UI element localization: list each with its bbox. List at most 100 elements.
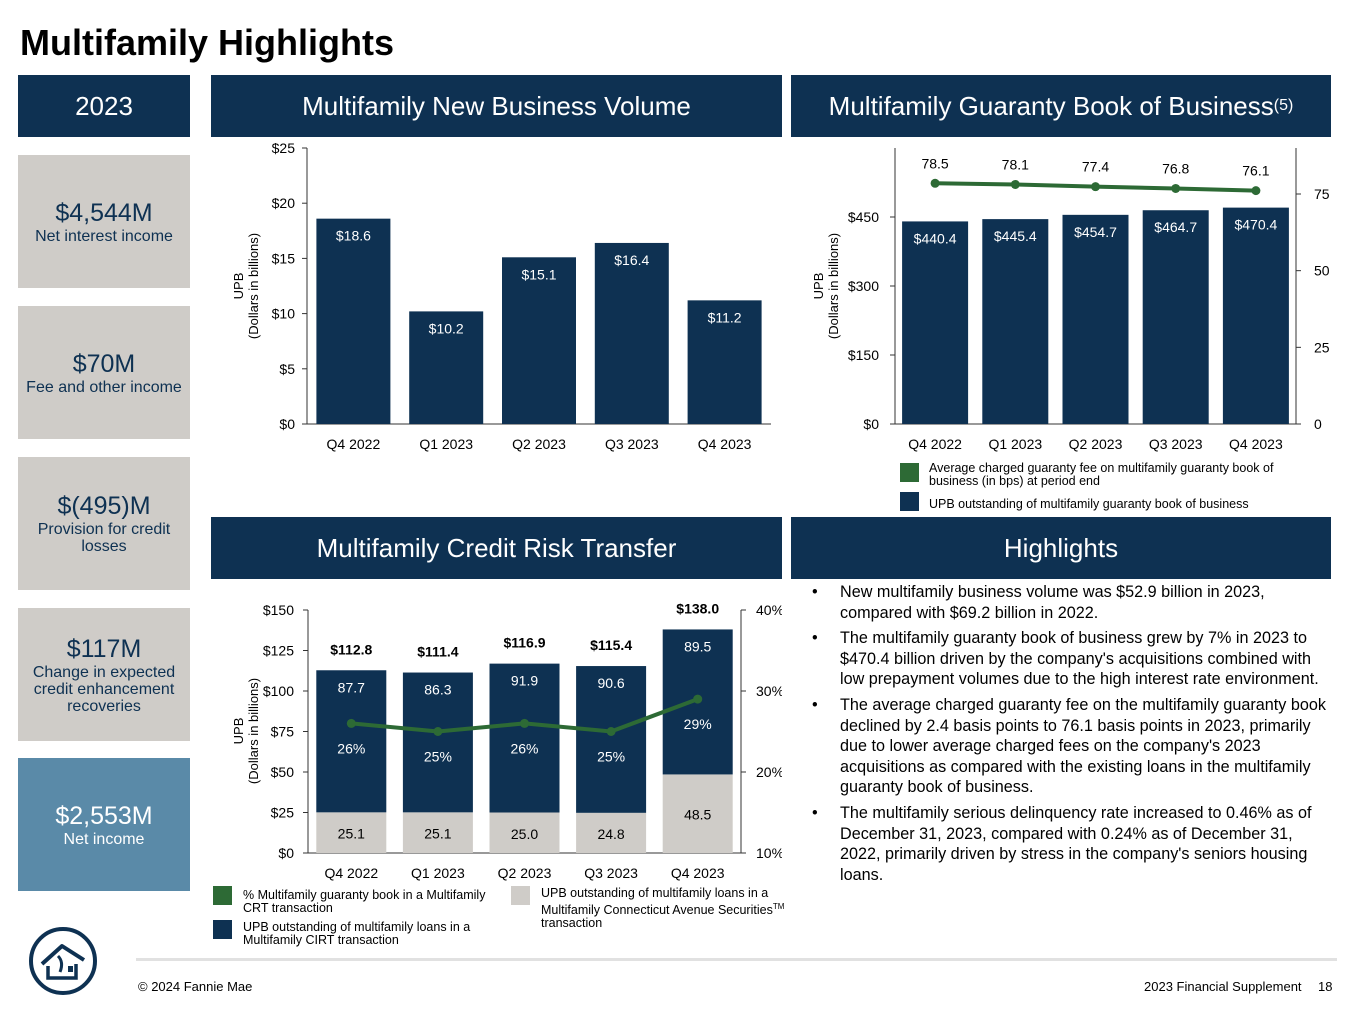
line-point <box>1010 179 1020 189</box>
x-tick-label: Q3 2023 <box>1149 436 1203 452</box>
y2-tick-label: 25 <box>1314 339 1330 355</box>
footer-divider <box>136 958 1337 961</box>
line-point <box>1251 186 1261 196</box>
year-header: 2023 <box>18 75 190 137</box>
line-data-label: 26% <box>510 740 538 756</box>
x-tick-label: Q4 2022 <box>324 865 378 881</box>
legend-cas-text: UPB outstanding of multifamily loans in … <box>541 886 773 918</box>
y-tick-label: $5 <box>279 361 295 377</box>
bar-cas <box>576 812 647 853</box>
guaranty-book-header-text: Multifamily Guaranty Book of Business <box>828 90 1274 121</box>
y-tick-label: $0 <box>278 845 294 861</box>
x-tick-label: Q4 2022 <box>908 436 962 452</box>
stat-provision-for-credit-losses: $(495)M Provision for credit losses <box>18 457 190 590</box>
stat-value: $(495)M <box>57 492 151 520</box>
y-axis-title-line: UPB <box>231 273 246 300</box>
bar-data-label: 89.5 <box>684 638 711 654</box>
y-axis-title: UPB (Dollars in billions) <box>231 233 261 339</box>
y-axis-title-line: UPB <box>231 718 246 745</box>
bar-total-label: $138.0 <box>676 600 719 616</box>
bar-data-label: 86.3 <box>424 682 451 698</box>
y2-tick-label: 30% <box>756 683 782 699</box>
y-axis-title-line: (Dollars in billions) <box>246 678 261 784</box>
highlights-header: Highlights <box>791 517 1331 579</box>
y-axis-title-line: UPB <box>811 273 826 300</box>
stat-label: Net interest income <box>35 227 173 245</box>
bar-data-label: 25.1 <box>338 826 365 842</box>
bar <box>902 221 969 424</box>
line-data-label: 76.1 <box>1242 163 1269 179</box>
y-tick-label: $20 <box>272 195 296 211</box>
highlight-item: The multifamily guaranty book of busines… <box>812 628 1332 690</box>
bar-data-label: 25.0 <box>511 826 538 842</box>
y-tick-label: $125 <box>263 643 294 659</box>
y-tick-label: $100 <box>263 683 294 699</box>
legend-swatch-cirt <box>213 920 232 939</box>
bar-total-label: $111.4 <box>417 644 458 660</box>
y-tick-label: $25 <box>272 140 296 156</box>
bar-data-label: $445.4 <box>994 228 1037 244</box>
line-point <box>1171 183 1181 193</box>
line-point <box>693 694 703 704</box>
line-point <box>606 727 616 736</box>
stat-credit-enhancement-recoveries: $117M Change in expected credit enhancem… <box>18 608 190 741</box>
x-tick-label: Q4 2022 <box>327 436 381 452</box>
stat-label: Change in expected credit enhancement re… <box>32 663 176 715</box>
x-tick-label: Q4 2023 <box>698 436 752 452</box>
bar <box>1142 210 1209 424</box>
bar-data-label: $454.7 <box>1074 224 1117 240</box>
legend-cas: UPB outstanding of multifamily loans in … <box>541 886 806 930</box>
trademark-mark: TM <box>772 902 785 911</box>
bar <box>1222 207 1289 424</box>
highlight-item: New multifamily business volume was $52.… <box>812 582 1332 623</box>
y-tick-label: $0 <box>279 416 295 432</box>
highlight-item: The multifamily serious delinquency rate… <box>812 803 1332 885</box>
y-axis-title-line: (Dollars in billions) <box>246 233 261 339</box>
bar-total-label: $116.9 <box>503 635 545 651</box>
bar-data-label: $470.4 <box>1234 217 1277 233</box>
bar <box>982 219 1049 424</box>
line-data-label: 25% <box>424 749 452 765</box>
bar-data-label: $464.7 <box>1154 219 1197 235</box>
bar-cas <box>489 812 560 853</box>
line-point <box>433 727 443 736</box>
bar <box>316 218 391 424</box>
line-data-label: 78.1 <box>1002 156 1029 172</box>
guaranty-book-chart: $0 $150 $300 $450 0 25 50 75 UPB (Dollars in bill… <box>811 148 1330 452</box>
x-tick-label: Q4 2023 <box>1229 436 1283 452</box>
bar <box>409 311 484 424</box>
x-tick-label: Q2 2023 <box>512 436 566 452</box>
guaranty-book-header: Multifamily Guaranty Book of Business (5) <box>791 75 1331 137</box>
y-tick-label: $50 <box>271 764 295 780</box>
legend-swatch-guaranty-fee <box>900 463 919 482</box>
new-business-volume-header: Multifamily New Business Volume <box>211 75 782 137</box>
y-tick-label: $75 <box>271 724 295 740</box>
x-tick-label: Q4 2023 <box>671 865 725 881</box>
page-number: 18 <box>1318 979 1333 994</box>
y2-tick-label: 20% <box>756 764 782 780</box>
bar-cas <box>316 812 387 853</box>
bar <box>502 257 576 424</box>
bar-data-label: $10.2 <box>429 320 464 336</box>
stat-value: $117M <box>66 634 142 663</box>
stat-net-interest-income: $4,544M Net interest income <box>18 155 190 288</box>
stat-label: Net income <box>63 830 145 848</box>
bar-data-label: 25.1 <box>424 826 451 842</box>
legend-guaranty-fee: Average charged guaranty fee on multifam… <box>929 461 1274 488</box>
stat-net-income: $2,553M Net income <box>18 758 190 891</box>
bar-data-label: $440.4 <box>914 230 957 246</box>
bar <box>594 242 669 424</box>
highlights-list: New multifamily business volume was $52.… <box>812 582 1332 890</box>
bar-cirt <box>576 666 647 813</box>
x-tick-label: Q2 2023 <box>498 865 552 881</box>
x-tick-label: Q1 2023 <box>988 436 1042 452</box>
legend-crt-pct: % Multifamily guaranty book in a Multifa… <box>243 888 486 915</box>
y2-tick-label: 40% <box>756 602 782 618</box>
line-point <box>1091 182 1100 192</box>
x-tick-label: Q3 2023 <box>605 436 659 452</box>
legend-guaranty-upb: UPB outstanding of multifamily guaranty … <box>929 497 1249 511</box>
line-data-label: 26% <box>337 740 365 756</box>
line-data-label: 78.5 <box>921 155 948 171</box>
stat-value: $4,544M <box>55 198 153 227</box>
footnote-marker: (5) <box>1273 97 1294 114</box>
